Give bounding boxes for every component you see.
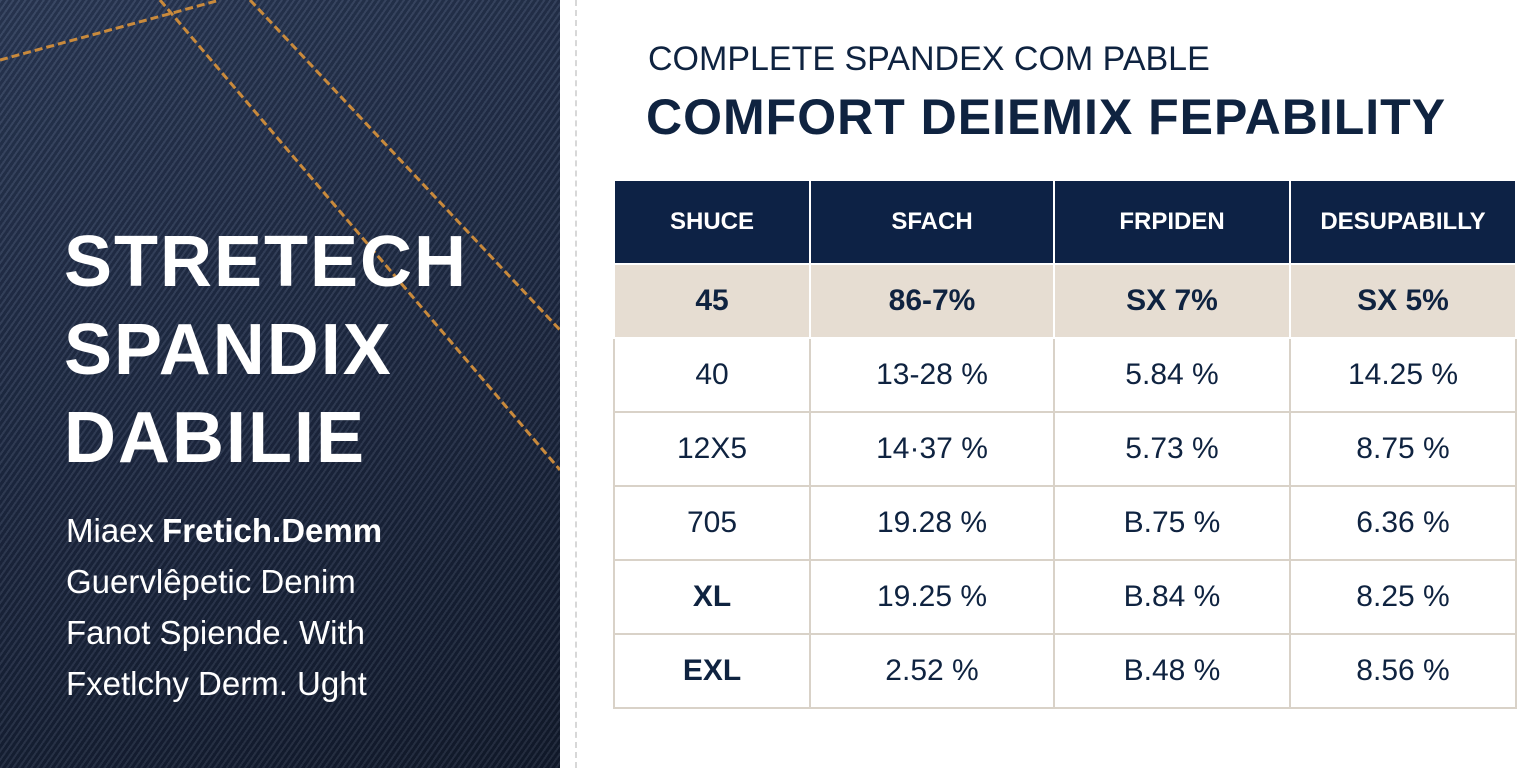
table-row: 45 86-7% SX 7% SX 5% — [613, 263, 1517, 339]
table-row: EXL 2.52 % B.48 % 8.56 % — [613, 633, 1517, 709]
table-cell: 705 — [613, 485, 811, 561]
desc-line: Fanot Spiende. With — [66, 614, 365, 651]
stitching — [0, 0, 560, 471]
table-cell: 14.25 % — [1289, 337, 1517, 413]
table-head: SHUCE SFACH FRPIDEN DESUPABILLY — [613, 179, 1517, 265]
table-cell: 8.25 % — [1289, 559, 1517, 635]
column-header: FRPIDEN — [1053, 179, 1291, 265]
table-cell: 14·37 % — [809, 411, 1055, 487]
title-line: SPANDIX — [64, 310, 393, 390]
table-cell: 19.25 % — [809, 559, 1055, 635]
table-cell: B.48 % — [1053, 633, 1291, 709]
column-header: SFACH — [809, 179, 1055, 265]
table-cell: SX 7% — [1053, 263, 1291, 339]
table-cell: 45 — [613, 263, 811, 339]
separator — [575, 0, 577, 768]
table-body: 45 86-7% SX 7% SX 5% 40 13-28 % 5.84 % 14.25 % 1… — [613, 263, 1517, 709]
column-header: DESUPABILLY — [1289, 179, 1517, 265]
header-row: SHUCE SFACH FRPIDEN DESUPABILLY — [613, 179, 1517, 265]
desc-line: Miaex Fretich.Demm — [66, 505, 382, 556]
table-row: XL 19.25 % B.84 % 8.25 % — [613, 559, 1517, 635]
panel-title: STRETECH SPANDIX DABILIE — [64, 218, 468, 482]
desc-line: Guervlêpetic Denim — [66, 563, 356, 600]
desc-bold: Fretich.Demm — [162, 512, 383, 549]
table-cell: 5.73 % — [1053, 411, 1291, 487]
denim-panel: STRETECH SPANDIX DABILIE Miaex Fretich.De… — [0, 0, 560, 768]
table-cell: SX 5% — [1289, 263, 1517, 339]
table-cell: 5.84 % — [1053, 337, 1291, 413]
subtitle: COMPLETE SPANDEX COM PABLE — [648, 40, 1210, 78]
desc-line: Fxetlchy Derm. Ught — [66, 665, 367, 702]
table-cell: B.75 % — [1053, 485, 1291, 561]
table-cell: EXL — [613, 633, 811, 709]
desc-regular: Miaex — [66, 512, 155, 549]
table-cell: 40 — [613, 337, 811, 413]
table-cell: 8.56 % — [1289, 633, 1517, 709]
table-cell: 86-7% — [809, 263, 1055, 339]
table-cell: 13-28 % — [809, 337, 1055, 413]
table-row: 705 19.28 % B.75 % 6.36 % — [613, 485, 1517, 561]
table-cell: 8.75 % — [1289, 411, 1517, 487]
column-header: SHUCE — [613, 179, 811, 265]
table-cell: B.84 % — [1053, 559, 1291, 635]
title-line: STRETECH — [64, 222, 469, 302]
table-cell: 2.52 % — [809, 633, 1055, 709]
table-row: 12X5 14·37 % 5.73 % 8.75 % — [613, 411, 1517, 487]
table-cell: 6.36 % — [1289, 485, 1517, 561]
spec-table: SHUCE SFACH FRPIDEN DESUPABILLY 45 86-7% SX 7%… — [613, 179, 1517, 709]
table-cell: 12X5 — [613, 411, 811, 487]
title: COMFORT DEIEMIX FEPABILITY — [646, 89, 1447, 145]
title-line: DABILIE — [64, 398, 366, 478]
panel-description: Miaex Fretich.Demm Guervlêpetic Denim Fan… — [66, 505, 382, 709]
table-cell: 19.28 % — [809, 485, 1055, 561]
table-row: 40 13-28 % 5.84 % 14.25 % — [613, 337, 1517, 413]
table-cell: XL — [613, 559, 811, 635]
